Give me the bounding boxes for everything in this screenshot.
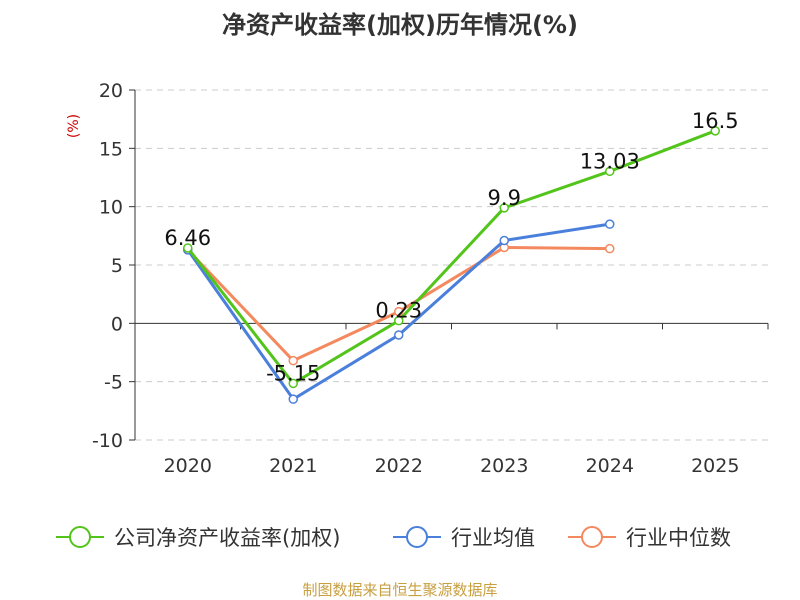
y-axis-label: (%): [66, 114, 82, 138]
data-point[interactable]: [710, 126, 720, 136]
chart-title: 净资产收益率(加权)历年情况(%): [222, 11, 578, 39]
legend-marker: [406, 526, 428, 548]
series-line: [186, 129, 716, 385]
data-point[interactable]: [394, 315, 404, 326]
y-tick-label: -10: [92, 430, 123, 452]
data-point[interactable]: [605, 243, 615, 254]
legend-label: 行业中位数: [626, 526, 731, 550]
data-point[interactable]: [288, 355, 298, 366]
x-tick-label: 2023: [480, 455, 528, 477]
x-tick-label: 2025: [691, 455, 739, 477]
data-point[interactable]: [183, 243, 193, 253]
legend-label: 公司净资产收益率(加权): [114, 526, 340, 550]
data-label: 13.03: [580, 149, 640, 173]
legend-item[interactable]: 公司净资产收益率(加权): [56, 526, 340, 550]
data-point[interactable]: [394, 306, 404, 317]
data-label: 9.9: [488, 186, 521, 210]
data-label: -5.15: [266, 361, 320, 385]
legend-marker: [69, 526, 91, 548]
data-point[interactable]: [605, 219, 615, 229]
y-tick-label: 0: [111, 313, 123, 335]
x-tick-label: 2020: [164, 455, 212, 477]
series-0: [183, 126, 720, 389]
y-tick-label: 20: [99, 80, 123, 102]
legend-item[interactable]: 行业中位数: [568, 526, 731, 550]
legend-label: 行业均值: [451, 526, 535, 550]
data-point[interactable]: [605, 166, 615, 177]
series: [183, 126, 720, 404]
data-point[interactable]: [499, 203, 509, 213]
y-tick-label: -5: [104, 372, 123, 394]
y-tick-label: 10: [99, 197, 123, 219]
legend-marker: [581, 526, 603, 548]
x-tick-label: 2022: [375, 455, 423, 477]
axes: 20 15 10 5 0 -5 -10 2020 2021 2022 2023 2024 2025: [92, 80, 769, 477]
x-tick-label: 2024: [586, 455, 634, 477]
data-label: 0.23: [375, 299, 422, 323]
legend[interactable]: 公司净资产收益率(加权) 行业均值 行业中位数: [56, 526, 731, 550]
x-tick-label: 2021: [269, 455, 317, 477]
data-labels: 6.46 -5.15 0.23 9.9 13.03 16.5: [164, 109, 738, 386]
data-point[interactable]: [394, 330, 404, 340]
legend-item[interactable]: 行业均值: [393, 526, 535, 550]
data-label: 6.46: [164, 226, 211, 250]
data-label: 16.5: [692, 109, 739, 133]
source-note: 制图数据来自恒生聚源数据库: [302, 581, 497, 599]
data-point[interactable]: [288, 378, 298, 389]
y-tick-label: 5: [111, 255, 123, 277]
data-point[interactable]: [499, 235, 509, 246]
y-tick-label: 15: [99, 138, 123, 160]
data-point[interactable]: [288, 394, 298, 404]
